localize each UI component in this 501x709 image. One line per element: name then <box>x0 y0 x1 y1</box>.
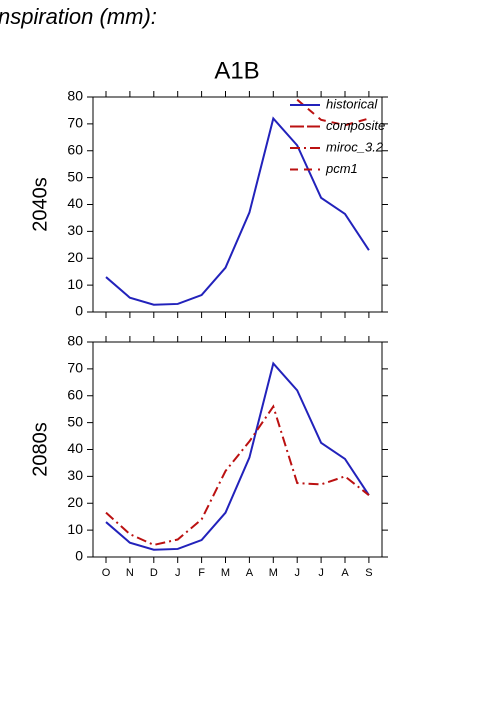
y-tick-label: 60 <box>67 386 83 402</box>
x-tick-label: M <box>221 567 230 579</box>
plot-frame <box>92 341 383 558</box>
legend-label: historical <box>326 96 378 111</box>
y-tick-label: 50 <box>67 413 83 429</box>
x-tick-label: S <box>365 567 372 579</box>
x-tick-label: J <box>294 567 300 579</box>
y-tick-label: 60 <box>67 141 83 157</box>
x-tick-label: J <box>318 567 324 579</box>
legend-label: miroc_3.2 <box>326 139 384 154</box>
series-line <box>296 98 370 127</box>
y-tick-label: 10 <box>67 276 83 292</box>
legend-label: pcm1 <box>325 161 358 176</box>
x-tick-label: N <box>126 567 134 579</box>
page-title: nspiration (mm): <box>0 4 157 29</box>
y-tick-label: 20 <box>67 249 83 265</box>
y-tick-label: 80 <box>67 333 83 349</box>
y-axis-label: 2080s <box>29 422 51 477</box>
y-tick-label: 40 <box>67 195 83 211</box>
x-tick-label: F <box>198 567 205 579</box>
x-tick-label: A <box>341 567 349 579</box>
y-tick-label: 70 <box>67 115 83 131</box>
legend-label: composite <box>326 118 385 133</box>
x-tick-label: D <box>150 567 158 579</box>
y-tick-label: 30 <box>67 222 83 238</box>
x-tick-label: A <box>246 567 254 579</box>
y-tick-label: 30 <box>67 467 83 483</box>
y-tick-label: 70 <box>67 360 83 376</box>
series-line <box>105 361 370 551</box>
y-tick-label: 20 <box>67 494 83 510</box>
y-tick-label: 40 <box>67 440 83 456</box>
x-tick-label: M <box>269 567 278 579</box>
series-line <box>105 404 370 546</box>
x-tick-label: O <box>102 567 111 579</box>
y-axis-label: 2040s <box>29 177 51 232</box>
chart-subtitle: A1B <box>214 57 259 84</box>
y-tick-label: 0 <box>75 303 83 319</box>
y-tick-label: 0 <box>75 548 83 564</box>
x-tick-label: J <box>175 567 181 579</box>
y-tick-label: 80 <box>67 88 83 104</box>
y-tick-label: 10 <box>67 521 83 537</box>
y-tick-label: 50 <box>67 168 83 184</box>
series-line <box>105 116 370 306</box>
